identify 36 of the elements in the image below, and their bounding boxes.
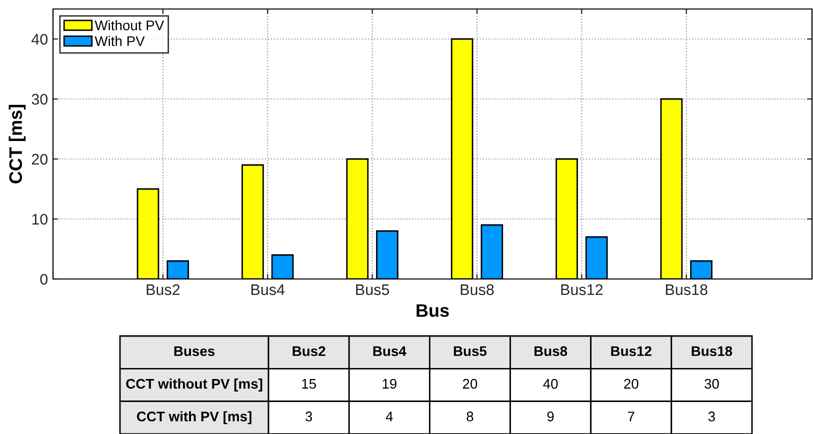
data-label: 20 [624,378,638,389]
data-label: 20 [462,378,478,389]
category-label: Bus5 [454,346,487,356]
series-label: CCT without PV [ms] [126,378,262,392]
series-label: CCT with PV [ms] [136,411,252,424]
x-tick-label: Bus8 [460,284,494,296]
data-label: 7 [628,412,634,422]
x-tick-label: Bus4 [251,284,285,296]
category-label: Bus18 [692,346,732,356]
x-axis-title: Bus [416,304,449,317]
x-tick-label: Bus12 [561,284,603,296]
x-tick-label: Bus2 [146,284,180,296]
y-tick-label: 40 [32,34,48,45]
y-axis-title: CCT [ms] [8,104,26,184]
y-tick-label: 30 [32,94,48,105]
data-label: 15 [302,379,316,389]
data-label: 4 [386,412,393,422]
y-tick-label: 0 [40,274,48,285]
y-tick-label: 20 [32,154,48,165]
text: Buses [174,346,215,356]
x-tick-label: Bus5 [356,284,390,296]
y-tick-label: 10 [32,214,48,225]
data-label: 40 [543,378,558,389]
data-label: 3 [708,412,715,422]
category-label: Bus12 [611,346,652,356]
category-label: Bus2 [292,346,326,356]
legend-label: Without PV [94,20,164,30]
data-label: 19 [382,378,396,389]
data-label: 9 [547,412,554,422]
data-label: 3 [305,412,312,422]
category-label: Bus8 [534,346,568,356]
x-tick-label: Bus18 [666,284,708,296]
data-label: 8 [466,412,474,422]
category-label: Bus4 [373,346,406,356]
legend-label: With PV [94,36,145,46]
data-label: 30 [704,378,719,389]
